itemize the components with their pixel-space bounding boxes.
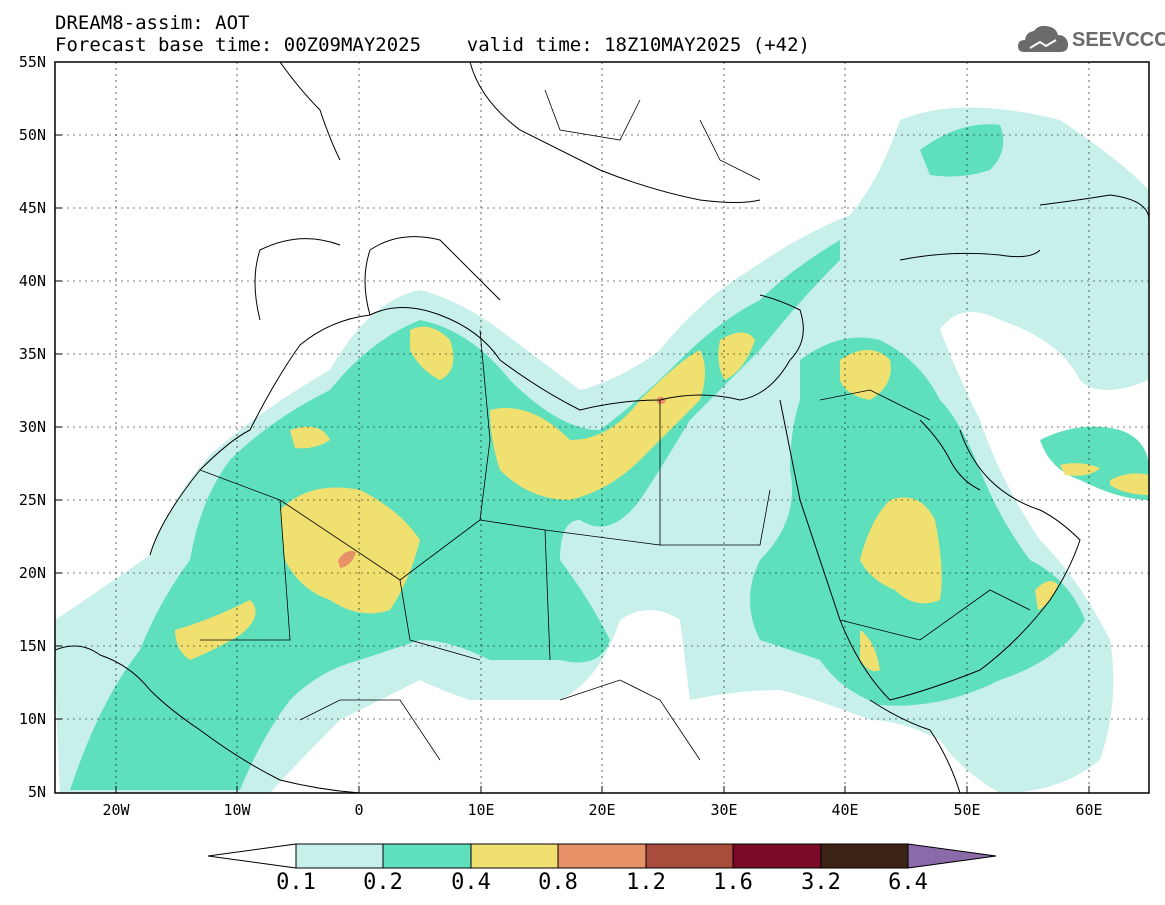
colorbar	[207, 843, 997, 869]
lon-label: 30E	[710, 801, 738, 819]
cloud-icon	[1018, 25, 1069, 52]
aot-band-0.8	[338, 396, 666, 568]
lon-label: 20E	[588, 801, 616, 819]
lat-label: 5N	[27, 783, 46, 801]
aot-band-0.4	[175, 326, 1149, 672]
lon-label: 50E	[953, 801, 981, 819]
lat-label: 25N	[18, 491, 46, 509]
colorbar-label: 0.1	[276, 870, 316, 895]
colorbar-label: 0.4	[451, 870, 491, 895]
lat-label: 40N	[18, 272, 46, 290]
colorbar-cell-0.1-0.2	[295, 843, 384, 869]
colorbar-label: 6.4	[888, 870, 928, 895]
colorbar-cell-0.4-0.8	[470, 843, 559, 869]
map-title: DREAM8-assim: AOT	[55, 12, 250, 34]
country-borders	[199, 89, 1031, 761]
logo-text: SEEVCCC	[1072, 29, 1165, 51]
lon-label: 0	[354, 801, 364, 819]
coastlines	[55, 62, 1149, 793]
colorbar-label: 1.6	[713, 870, 753, 895]
lat-label: 10N	[18, 710, 46, 728]
lat-label: 15N	[18, 637, 46, 655]
seevccc-logo: SEEVCCC	[1016, 22, 1165, 58]
colorbar-cell-1.6-3.2	[732, 843, 822, 869]
colorbar-cell-3.2-6.4	[820, 843, 909, 869]
lon-label: 10E	[467, 801, 495, 819]
lat-label: 20N	[18, 564, 46, 582]
lon-label: 10W	[223, 801, 251, 819]
colorbar-label: 0.8	[538, 870, 578, 895]
lat-label: 45N	[18, 199, 46, 217]
lon-label: 60E	[1075, 801, 1103, 819]
colorbar-cell-0.2-0.4	[382, 843, 472, 869]
lon-label: 40E	[831, 801, 859, 819]
colorbar-cell-below-0.1	[207, 843, 297, 869]
lat-label: 50N	[18, 126, 46, 144]
lat-label: 55N	[18, 53, 46, 71]
graticule	[55, 62, 1149, 793]
colorbar-cell-0.8-1.2	[557, 843, 647, 869]
lat-label: 30N	[18, 418, 46, 436]
lon-label: 20W	[102, 801, 130, 819]
forecast-times: Forecast base time: 00Z09MAY2025 valid t…	[55, 34, 810, 56]
colorbar-cell-1.2-1.6	[645, 843, 734, 869]
colorbar-cell-above-6.4	[907, 843, 997, 869]
colorbar-label: 0.2	[363, 870, 403, 895]
lat-label: 35N	[18, 345, 46, 363]
axis-ticks	[55, 61, 1090, 793]
colorbar-label: 1.2	[626, 870, 666, 895]
colorbar-label: 3.2	[801, 870, 841, 895]
